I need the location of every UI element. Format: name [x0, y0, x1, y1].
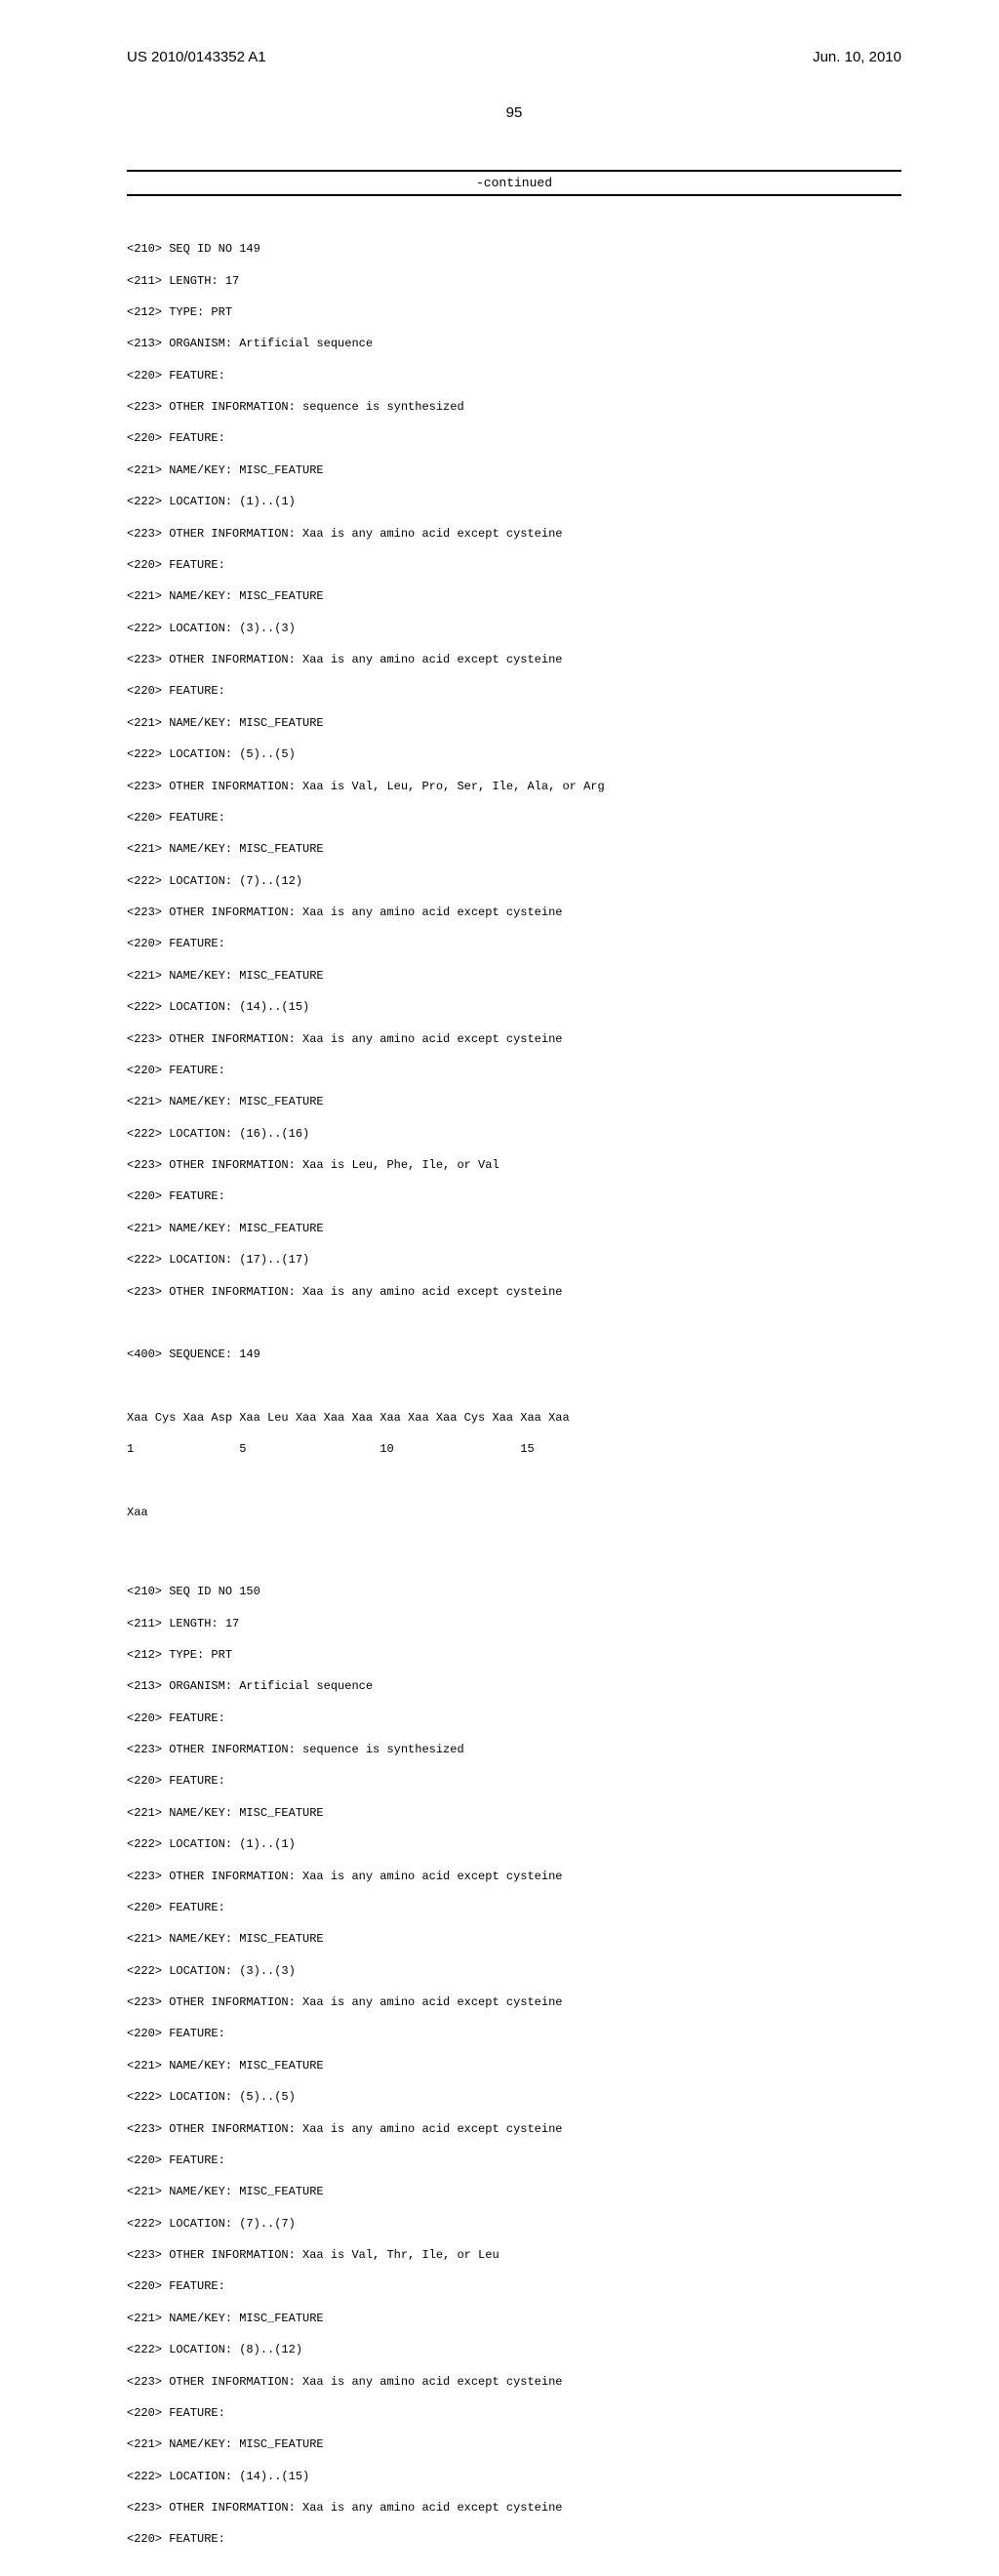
seq-line: <220> FEATURE:	[127, 1711, 901, 1726]
seq-line: <213> ORGANISM: Artificial sequence	[127, 1678, 901, 1694]
seq-line: <221> NAME/KEY: MISC_FEATURE	[127, 841, 901, 857]
seq-line: <223> OTHER INFORMATION: sequence is syn…	[127, 1742, 901, 1757]
seq-line: <220> FEATURE:	[127, 430, 901, 446]
seq-line: <223> OTHER INFORMATION: Xaa is any amin…	[127, 2374, 901, 2390]
seq-line: <221> NAME/KEY: MISC_FEATURE	[127, 2436, 901, 2452]
seq-line: <223> OTHER INFORMATION: Xaa is any amin…	[127, 2500, 901, 2516]
seq-line: <210> SEQ ID NO 150	[127, 1584, 901, 1599]
seq-line: <223> OTHER INFORMATION: sequence is syn…	[127, 399, 901, 415]
seq-line: <223> OTHER INFORMATION: Xaa is any amin…	[127, 526, 901, 542]
seq-line: <223> OTHER INFORMATION: Xaa is any amin…	[127, 1869, 901, 1884]
seq-line: <220> FEATURE:	[127, 936, 901, 951]
seq-line: Xaa Cys Xaa Asp Xaa Leu Xaa Xaa Xaa Xaa …	[127, 1410, 901, 1426]
seq-line: <220> FEATURE:	[127, 2026, 901, 2041]
seq-line: <223> OTHER INFORMATION: Xaa is any amin…	[127, 1994, 901, 2010]
seq-line: <222> LOCATION: (5)..(5)	[127, 2089, 901, 2105]
seq-line: <220> FEATURE:	[127, 1773, 901, 1789]
seq-line: <223> OTHER INFORMATION: Xaa is any amin…	[127, 2121, 901, 2137]
seq-line: <221> NAME/KEY: MISC_FEATURE	[127, 1931, 901, 1947]
seq-line: <222> LOCATION: (7)..(7)	[127, 2216, 901, 2232]
seq-line: <222> LOCATION: (7)..(12)	[127, 873, 901, 889]
seq-line: <223> OTHER INFORMATION: Xaa is any amin…	[127, 1284, 901, 1300]
seq-line: <220> FEATURE:	[127, 2278, 901, 2294]
publication-date: Jun. 10, 2010	[813, 49, 901, 65]
seq-line: <221> NAME/KEY: MISC_FEATURE	[127, 2184, 901, 2199]
seq-line: <223> OTHER INFORMATION: Xaa is Val, Thr…	[127, 2247, 901, 2263]
seq-line: <221> NAME/KEY: MISC_FEATURE	[127, 463, 901, 478]
seq-line: 1 5 10 15	[127, 1441, 901, 1457]
seq-line: <222> LOCATION: (3)..(3)	[127, 1963, 901, 1979]
seq-line: <220> FEATURE:	[127, 2531, 901, 2547]
seq-line: <222> LOCATION: (14)..(15)	[127, 999, 901, 1015]
seq-line: <212> TYPE: PRT	[127, 304, 901, 320]
seq-line: <223> OTHER INFORMATION: Xaa is Leu, Phe…	[127, 1157, 901, 1173]
seq-line: <210> SEQ ID NO 149	[127, 241, 901, 257]
seq-line: <400> SEQUENCE: 149	[127, 1347, 901, 1362]
seq-line: <220> FEATURE:	[127, 810, 901, 825]
page-number: 95	[127, 104, 901, 121]
seq-line: <221> NAME/KEY: MISC_FEATURE	[127, 715, 901, 731]
seq-line: <213> ORGANISM: Artificial sequence	[127, 336, 901, 351]
seq-line: <223> OTHER INFORMATION: Xaa is Val, Leu…	[127, 779, 901, 794]
seq-line: <222> LOCATION: (17)..(17)	[127, 1252, 901, 1268]
seq-line: <211> LENGTH: 17	[127, 1616, 901, 1631]
seq-line: <221> NAME/KEY: MISC_FEATURE	[127, 968, 901, 984]
seq-line: <212> TYPE: PRT	[127, 1647, 901, 1663]
seq-line: <220> FEATURE:	[127, 2153, 901, 2168]
seq-line: <220> FEATURE:	[127, 1063, 901, 1078]
seq-line: <220> FEATURE:	[127, 1900, 901, 1915]
seq-line: <220> FEATURE:	[127, 368, 901, 383]
seq-line: <222> LOCATION: (1)..(1)	[127, 494, 901, 509]
seq-line: <223> OTHER INFORMATION: Xaa is any amin…	[127, 652, 901, 667]
seq-line: <222> LOCATION: (3)..(3)	[127, 621, 901, 636]
sequence-listing: <210> SEQ ID NO 149 <211> LENGTH: 17 <21…	[127, 225, 901, 2563]
seq-line: <221> NAME/KEY: MISC_FEATURE	[127, 1094, 901, 1109]
seq-line: <222> LOCATION: (1)..(1)	[127, 1836, 901, 1852]
seq-line: <221> NAME/KEY: MISC_FEATURE	[127, 1805, 901, 1821]
seq-line: <221> NAME/KEY: MISC_FEATURE	[127, 2058, 901, 2073]
seq-line: <222> LOCATION: (16)..(16)	[127, 1126, 901, 1142]
seq-line: <220> FEATURE:	[127, 2405, 901, 2421]
seq-line: <223> OTHER INFORMATION: Xaa is any amin…	[127, 905, 901, 920]
seq-line: <211> LENGTH: 17	[127, 273, 901, 289]
seq-line: <222> LOCATION: (5)..(5)	[127, 746, 901, 762]
seq-line: <222> LOCATION: (14)..(15)	[127, 2469, 901, 2484]
seq-line: <220> FEATURE:	[127, 1188, 901, 1204]
seq-line: <222> LOCATION: (8)..(12)	[127, 2342, 901, 2357]
seq-line: <221> NAME/KEY: MISC_FEATURE	[127, 2311, 901, 2326]
seq-line: <220> FEATURE:	[127, 557, 901, 573]
seq-line: <220> FEATURE:	[127, 683, 901, 699]
seq-line: <221> NAME/KEY: MISC_FEATURE	[127, 588, 901, 604]
seq-line: Xaa	[127, 1505, 901, 1520]
seq-line: <221> NAME/KEY: MISC_FEATURE	[127, 1221, 901, 1236]
continued-label: -continued	[127, 176, 901, 190]
publication-number: US 2010/0143352 A1	[127, 49, 266, 65]
seq-line: <223> OTHER INFORMATION: Xaa is any amin…	[127, 1031, 901, 1047]
